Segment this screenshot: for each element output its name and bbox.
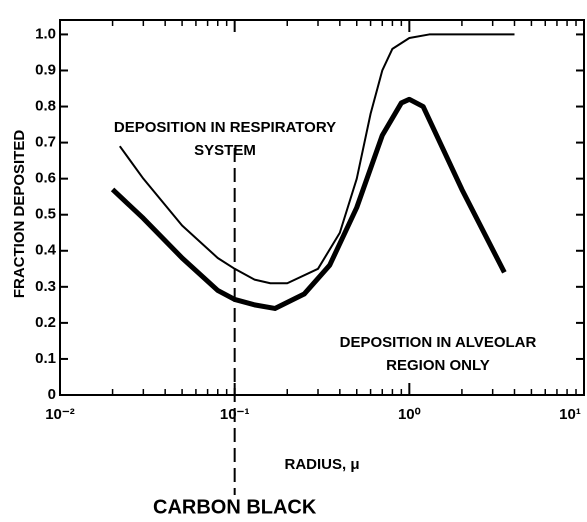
x-tick-label: 10¹: [559, 406, 581, 423]
x-tick-label: 10⁻²: [45, 406, 75, 423]
y-tick-label: 0.1: [35, 350, 56, 367]
annotation: DEPOSITION IN RESPIRATORY: [114, 119, 336, 136]
y-tick-label: 0.9: [35, 61, 56, 78]
y-tick-label: 0.4: [35, 242, 57, 259]
annotation: DEPOSITION IN ALVEOLAR: [340, 334, 537, 351]
plot-frame: [59, 19, 585, 396]
y-tick-label: 0.7: [35, 134, 56, 151]
y-axis-label: FRACTION DEPOSITED: [11, 130, 28, 299]
x-axis-label: RADIUS, μ: [284, 456, 359, 473]
data-line: [110, 96, 507, 311]
annotation: SYSTEM: [194, 142, 256, 159]
y-tick-label: 0.2: [35, 314, 56, 331]
annotation: REGION ONLY: [386, 357, 490, 374]
data-line: [119, 33, 515, 285]
x-tick-label: 10⁰: [398, 406, 421, 423]
reference-label: CARBON BLACK: [153, 496, 317, 518]
y-tick-label: 0.8: [35, 98, 56, 115]
y-tick-label: 0: [48, 386, 56, 403]
y-tick-label: 0.3: [35, 278, 56, 295]
y-tick-label: 0.6: [35, 170, 56, 187]
y-tick-label: 1.0: [35, 25, 56, 42]
y-tick-label: 0.5: [35, 206, 56, 223]
